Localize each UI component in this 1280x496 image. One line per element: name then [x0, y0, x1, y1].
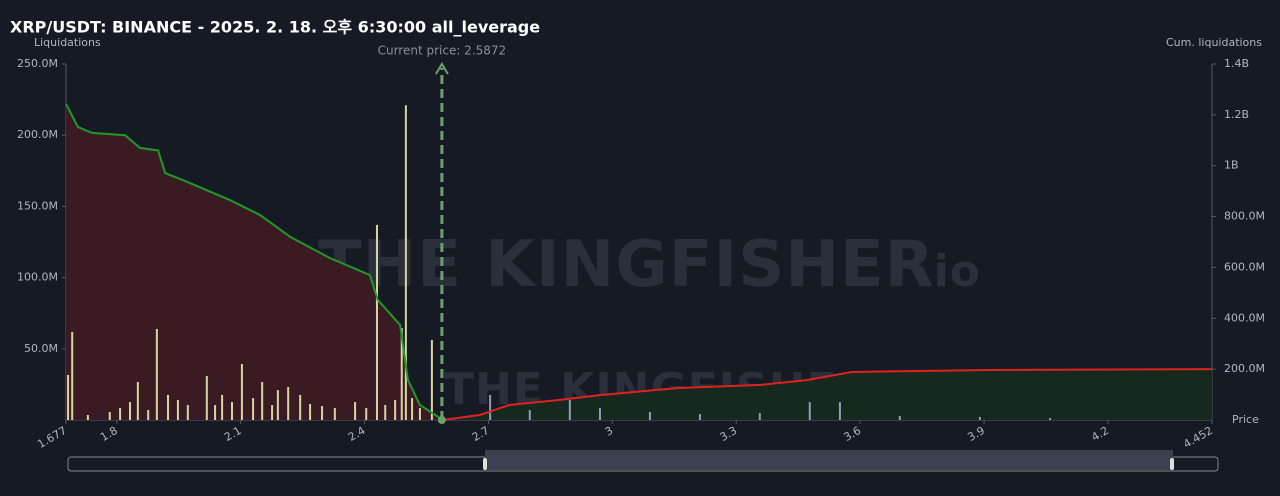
x-tick-label: 1.8 — [98, 424, 120, 444]
y2-tick-label: 400.0M — [1224, 311, 1265, 324]
liquidation-bar — [354, 402, 357, 420]
x-tick-label: 4.2 — [1089, 424, 1111, 444]
liquidation-bar — [404, 105, 407, 421]
scrollbar[interactable] — [67, 450, 1219, 472]
y-tick-label: 250.0M — [17, 57, 58, 70]
liquidation-bar — [147, 410, 150, 420]
liquidation-bar — [598, 408, 601, 420]
chart-title: XRP/USDT: BINANCE - 2025. 2. 18. 오후 6:30… — [10, 18, 540, 37]
liquidation-bar — [299, 394, 302, 420]
liquidation-bar — [698, 414, 701, 420]
liquidation-bar — [321, 406, 324, 420]
y2-tick-label: 1B — [1224, 159, 1239, 172]
cum-area — [66, 103, 444, 421]
liquidation-bar — [240, 364, 243, 420]
liquidation-bar — [261, 381, 264, 420]
liquidation-bar — [155, 329, 158, 420]
liquidation-bar — [808, 402, 811, 420]
y-axis-label: Liquidations — [34, 36, 101, 49]
liquidation-bar — [214, 405, 217, 420]
liquidation-bar — [648, 412, 651, 420]
y2-axis-label: Cum. liquidations — [1166, 36, 1262, 49]
y2-tick-label: 1.2B — [1224, 108, 1249, 121]
x-tick-label: 3.3 — [718, 424, 740, 444]
liquidation-bar — [333, 408, 336, 420]
current-price-dot — [437, 416, 446, 424]
y-tick-label: 50.0M — [24, 342, 58, 355]
y2-tick-label: 200.0M — [1224, 362, 1265, 375]
liquidation-bar — [176, 400, 179, 420]
liquidation-bar — [1049, 418, 1052, 420]
liquidation-bar — [167, 394, 170, 420]
liquidation-bar — [86, 415, 89, 420]
liquidation-bar — [528, 410, 531, 420]
x-tick-label: 2.7 — [470, 424, 492, 444]
x-tick-label: 3.9 — [965, 424, 987, 444]
liquidation-bar — [384, 405, 387, 420]
x-axis-label: Price — [1232, 413, 1259, 426]
liquidation-bar — [898, 416, 901, 420]
liquidation-bar — [568, 400, 571, 420]
liquidation-bar — [205, 375, 208, 420]
y2-tick-label: 800.0M — [1224, 210, 1265, 223]
liquidation-bar — [978, 417, 981, 420]
y-tick-label: 150.0M — [17, 199, 58, 212]
y-tick-label: 100.0M — [17, 271, 58, 284]
cum-line — [65, 103, 444, 421]
scroll-window[interactable] — [485, 450, 1173, 470]
scroll-handle[interactable] — [1170, 458, 1174, 470]
current-price-arrow — [435, 62, 449, 75]
liquidation-bar — [758, 413, 761, 420]
x-tick-label: 3.6 — [841, 424, 863, 444]
y-tick-label: 200.0M — [17, 128, 58, 141]
liquidation-bar — [489, 394, 492, 420]
liquidation-bar — [394, 400, 397, 420]
liquidation-bar — [838, 402, 841, 420]
cum-line — [442, 368, 1213, 421]
liquidation-bar — [67, 375, 70, 420]
liquidation-bar — [108, 412, 111, 420]
liquidation-bar — [231, 402, 234, 420]
liquidation-bar — [287, 386, 290, 420]
liquidation-bar — [365, 408, 368, 420]
watermark-suffix: .io — [916, 246, 981, 297]
liquidation-bar — [400, 328, 403, 420]
liquidation-bar — [71, 331, 74, 420]
liquidation-bar — [129, 402, 132, 420]
liquidation-bar — [430, 339, 433, 420]
x-tick-label: 4.452 — [1181, 424, 1215, 451]
liquidation-bar — [136, 381, 139, 420]
liquidation-bar — [271, 405, 274, 420]
x-tick-label: 2.4 — [346, 424, 368, 444]
liquidation-bar — [309, 404, 312, 420]
liquidation-bar — [186, 405, 189, 420]
watermark-text: THE KINGFISHER — [318, 228, 935, 302]
current-price-label: Current price: 2.5872 — [378, 44, 507, 58]
liquidation-bar — [252, 398, 255, 420]
x-tick-label: 1.677 — [35, 424, 69, 451]
scroll-handle[interactable] — [483, 458, 487, 470]
cum-area — [443, 369, 1212, 420]
liquidation-bar — [418, 408, 421, 420]
liquidation-bar — [375, 224, 378, 420]
x-tick-label: 2.1 — [222, 424, 244, 444]
liquidation-bar — [411, 398, 414, 420]
liquidation-bar — [276, 390, 279, 420]
liquidation-bar — [119, 408, 122, 420]
y2-tick-label: 600.0M — [1224, 260, 1265, 273]
x-tick-label: 3 — [603, 424, 616, 439]
y2-tick-label: 1.4B — [1224, 57, 1249, 70]
liquidation-bar — [221, 394, 224, 420]
